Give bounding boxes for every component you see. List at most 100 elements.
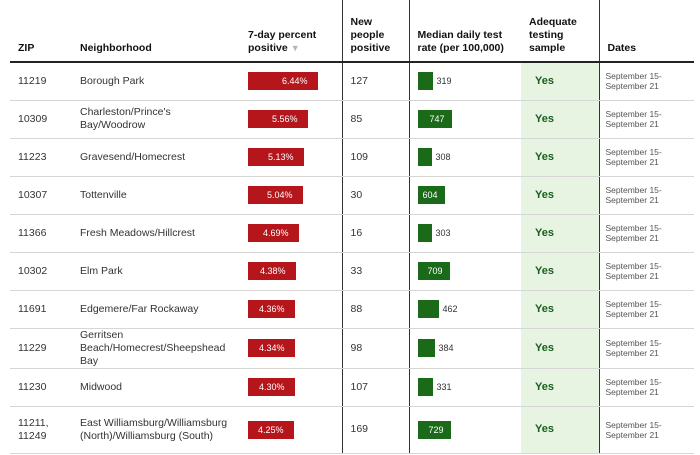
neighborhood-cell: Gerritsen Beach/Homecrest/Sheepshead Bay — [72, 328, 240, 369]
table-row[interactable]: 11223 Gravesend/Homecrest 5.13% 109 308 Yes Se… — [10, 138, 694, 177]
table-row[interactable]: 11691 Edgemere/Far Rockaway 4.36% 88 462 Yes S… — [10, 290, 694, 329]
new-positive-cell: 33 — [342, 252, 410, 291]
new-positive-cell: 88 — [342, 290, 410, 329]
adequate-cell: Yes — [521, 406, 600, 454]
pct-bar — [248, 378, 295, 396]
dates-cell: September 15-September 21 — [599, 406, 694, 454]
pct-bar-label: 5.56% — [272, 114, 298, 124]
pct-positive-cell: 5.56% — [240, 100, 343, 139]
pct-bar-wrap: 5.13% — [248, 148, 338, 166]
zip-cell: 11691 — [10, 290, 72, 329]
table-row[interactable]: 11211, 11249 East Williamsburg/Williamsbu… — [10, 406, 694, 454]
table-row[interactable]: 10307 Tottenville 5.04% 30 604 Yes September 1… — [10, 176, 694, 215]
test-rate-cell: 384 — [409, 328, 521, 369]
rate-bar-wrap: 303 — [417, 224, 518, 242]
table-row[interactable]: 10302 Elm Park 4.38% 33 709 Yes September 15-S… — [10, 252, 694, 291]
dates-cell: September 15-September 21 — [599, 100, 694, 139]
new-positive-cell: 127 — [342, 62, 410, 101]
table-row[interactable]: 11230 Midwood 4.30% 107 331 Yes September 15-S… — [10, 368, 694, 407]
adequate-cell: Yes — [521, 100, 600, 139]
pct-positive-cell: 4.36% — [240, 290, 343, 329]
col-header-pct-positive[interactable]: 7-day percent positive ▼ — [240, 0, 343, 63]
dates-cell: September 15-September 21 — [599, 290, 694, 329]
rate-bar-wrap: 747 — [417, 110, 518, 128]
neighborhood-cell: East Williamsburg/Williamsburg (North)/W… — [72, 406, 240, 454]
pct-bar — [248, 262, 296, 280]
pct-bar-wrap: 4.34% — [248, 339, 338, 357]
header-row: ZIP Neighborhood 7-day percent positive ▼… — [10, 0, 694, 63]
pct-positive-cell: 5.13% — [240, 138, 343, 177]
adequate-cell: Yes — [521, 290, 600, 329]
test-rate-cell: 747 — [409, 100, 521, 139]
neighborhood-cell: Midwood — [72, 368, 240, 407]
col-header-dates[interactable]: Dates — [599, 0, 694, 63]
neighborhood-cell: Fresh Meadows/Hillcrest — [72, 214, 240, 253]
rate-bar — [417, 378, 433, 396]
zip-cell: 10309 — [10, 100, 72, 139]
col-header-new-positive[interactable]: New people positive — [342, 0, 410, 63]
zip-cell: 10307 — [10, 176, 72, 215]
neighborhood-cell: Edgemere/Far Rockaway — [72, 290, 240, 329]
rate-bar-wrap: 709 — [417, 262, 518, 280]
dates-cell: September 15-September 21 — [599, 252, 694, 291]
test-rate-cell: 308 — [409, 138, 521, 177]
adequate-cell: Yes — [521, 214, 600, 253]
pct-positive-cell: 5.04% — [240, 176, 343, 215]
rate-bar-wrap: 384 — [417, 339, 518, 357]
dates-cell: September 15-September 21 — [599, 328, 694, 369]
rate-bar-wrap: 331 — [417, 378, 518, 396]
table-row[interactable]: 11229 Gerritsen Beach/Homecrest/Sheepshea… — [10, 328, 694, 369]
pct-positive-cell: 4.25% — [240, 406, 343, 454]
pct-positive-cell: 4.30% — [240, 368, 343, 407]
pct-bar — [248, 224, 299, 242]
rate-bar — [417, 72, 433, 91]
test-rate-cell: 729 — [409, 406, 521, 454]
rate-bar-label: 462 — [442, 304, 458, 314]
col-header-zip[interactable]: ZIP — [10, 0, 72, 63]
zip-cell: 11229 — [10, 328, 72, 369]
new-positive-cell: 16 — [342, 214, 410, 253]
pct-bar-wrap: 5.56% — [248, 110, 338, 128]
pct-bar — [248, 339, 295, 357]
pct-bar-wrap: 4.38% — [248, 262, 338, 280]
pct-bar-label: 6.44% — [282, 76, 308, 87]
test-rate-cell: 462 — [409, 290, 521, 329]
zip-cell: 11223 — [10, 138, 72, 177]
pct-bar-label: 4.36% — [259, 304, 285, 314]
table-body: 11219 Borough Park 6.44% 127 319 Yes September… — [10, 62, 694, 454]
pct-bar-label: 4.38% — [260, 266, 286, 276]
rate-bar — [417, 339, 435, 357]
new-positive-cell: 98 — [342, 328, 410, 369]
adequate-cell: Yes — [521, 176, 600, 215]
rate-bar — [417, 110, 452, 128]
adequate-cell: Yes — [521, 138, 600, 177]
rate-bar-wrap: 729 — [417, 420, 518, 439]
test-rate-cell: 319 — [409, 62, 521, 101]
pct-positive-cell: 4.34% — [240, 328, 343, 369]
rate-bar-wrap: 462 — [417, 300, 518, 318]
table-row[interactable]: 11366 Fresh Meadows/Hillcrest 4.69% 16 303 Ye… — [10, 214, 694, 253]
dates-cell: September 15-September 21 — [599, 176, 694, 215]
neighborhood-cell: Tottenville — [72, 176, 240, 215]
pct-bar — [248, 186, 303, 204]
neighborhood-header-label: Neighborhood — [80, 42, 152, 54]
pct-bar — [248, 148, 304, 166]
dates-cell: September 15-September 21 — [599, 62, 694, 101]
test-rate-cell: 303 — [409, 214, 521, 253]
pct-bar-wrap: 6.44% — [248, 72, 338, 91]
table-row[interactable]: 11219 Borough Park 6.44% 127 319 Yes September… — [10, 62, 694, 101]
pct-bar-label: 5.04% — [267, 190, 293, 200]
col-header-neighborhood[interactable]: Neighborhood — [72, 0, 240, 63]
col-header-adequate[interactable]: Adequate testing sample — [521, 0, 600, 63]
adequate-cell: Yes — [521, 62, 600, 101]
dates-cell: September 15-September 21 — [599, 214, 694, 253]
pct-bar-label: 4.69% — [263, 228, 289, 238]
pct-bar-wrap: 4.30% — [248, 378, 338, 396]
pct-positive-cell: 4.69% — [240, 214, 343, 253]
rate-bar-label: 604 — [422, 190, 438, 200]
new-positive-cell: 85 — [342, 100, 410, 139]
table-row[interactable]: 10309 Charleston/Prince's Bay/Woodrow 5.56… — [10, 100, 694, 139]
rate-bar-label: 747 — [429, 114, 445, 124]
pct-bar — [248, 110, 308, 128]
col-header-test-rate[interactable]: Median daily test rate (per 100,000) — [409, 0, 521, 63]
